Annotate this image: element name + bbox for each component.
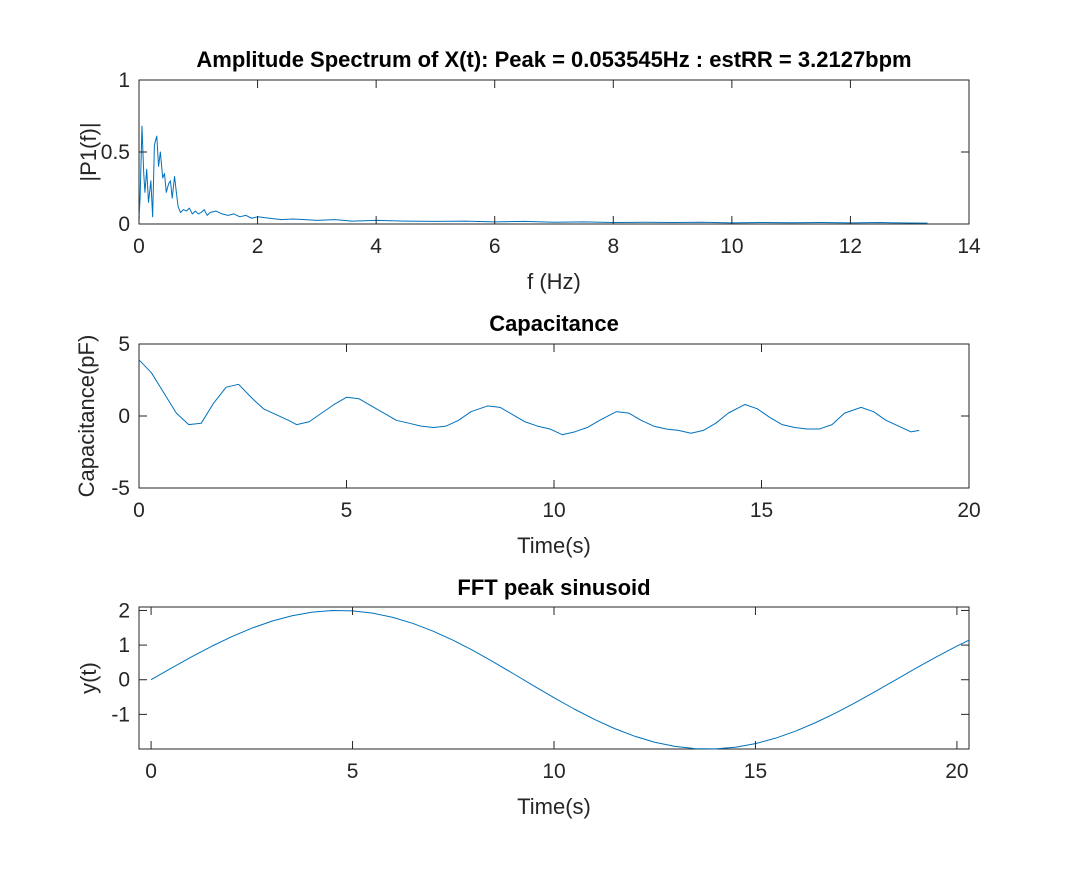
capacitance-x-tick-label: 5 <box>341 499 353 522</box>
spectrum-x-tick-label: 6 <box>489 235 501 258</box>
capacitance-y-tick-label: 0 <box>118 405 130 428</box>
capacitance-x-axis-label: Time(s) <box>517 533 591 558</box>
capacitance-series-line <box>138 359 920 436</box>
capacitance-y-tick-label: -5 <box>111 477 130 500</box>
capacitance-plot-area <box>138 343 970 489</box>
sinusoid-x-tick-label: 5 <box>347 760 359 783</box>
spectrum-title: Amplitude Spectrum of X(t): Peak = 0.053… <box>196 47 911 72</box>
sinusoid-y-tick-label: 2 <box>118 599 130 622</box>
spectrum-x-tick-label: 10 <box>720 235 743 258</box>
spectrum-y-tick-label: 1 <box>118 69 130 92</box>
spectrum-x-tick-label: 8 <box>607 235 619 258</box>
sinusoid-plot-area <box>138 606 970 750</box>
spectrum-series-line <box>138 125 928 224</box>
sinusoid-y-tick-label: 0 <box>118 669 130 692</box>
capacitance-y-axis-label: Capacitance(pF) <box>74 335 99 498</box>
spectrum-x-tick-label: 4 <box>370 235 382 258</box>
sinusoid-axes: FFT peak sinusoid 0 5 10 15 20 -1 0 1 2 Time(s) y(… <box>76 575 970 819</box>
capacitance-x-tick-label: 10 <box>542 499 565 522</box>
capacitance-axes: Capacitance 0 5 10 15 20-505Time(s)Capacitan… <box>74 311 981 558</box>
sinusoid-series-line <box>150 610 970 750</box>
spectrum-x-tick-label: 2 <box>252 235 264 258</box>
sinusoid-y-tick-label: 1 <box>118 634 130 657</box>
spectrum-x-axis-label: f (Hz) <box>527 269 581 294</box>
sinusoid-y-tick-label: -1 <box>111 703 130 726</box>
capacitance-y-tick-label: 5 <box>118 333 130 356</box>
sinusoid-title: FFT peak sinusoid <box>457 575 650 600</box>
spectrum-x-tick-label: 14 <box>957 235 981 258</box>
sinusoid-x-tick-label: 15 <box>744 760 767 783</box>
spectrum-plot-area <box>138 79 970 225</box>
spectrum-y-tick-label: 0 <box>118 213 130 236</box>
sinusoid-x-tick-label: 0 <box>145 760 157 783</box>
sinusoid-y-axis-label: y(t) <box>76 662 101 694</box>
spectrum-axes: Amplitude Spectrum of X(t): Peak = 0.053… <box>76 47 981 294</box>
spectrum-y-tick-label: 0.5 <box>101 141 130 164</box>
capacitance-title: Capacitance <box>489 311 619 336</box>
spectrum-x-tick-label: 12 <box>839 235 862 258</box>
capacitance-x-tick-label: 15 <box>750 499 773 522</box>
capacitance-x-tick-label: 20 <box>957 499 980 522</box>
sinusoid-x-axis-label: Time(s) <box>517 794 591 819</box>
spectrum-x-tick-label: 0 <box>133 235 145 258</box>
sinusoid-x-tick-label: 10 <box>542 760 565 783</box>
capacitance-x-tick-label: 0 <box>133 499 145 522</box>
sinusoid-x-tick-label: 20 <box>945 760 968 783</box>
spectrum-y-axis-label: |P1(f)| <box>76 122 101 181</box>
